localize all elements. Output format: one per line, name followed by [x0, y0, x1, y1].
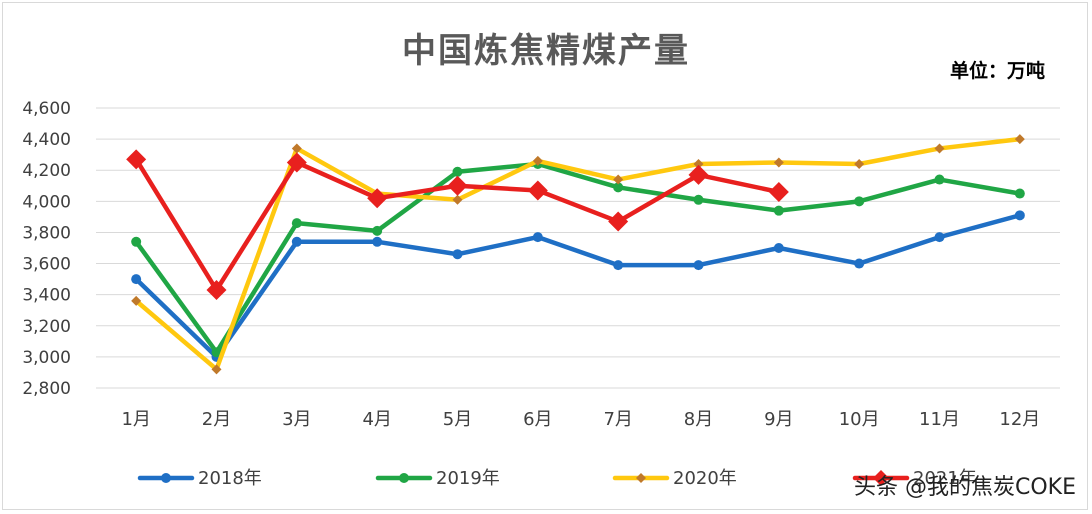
series-group: [126, 134, 1025, 375]
y-tick-label: 3,400: [22, 286, 71, 306]
legend-marker: [399, 473, 409, 483]
x-tick-label: 1月: [121, 409, 150, 430]
legend: 2018年 2019年 2020年 2021年: [137, 468, 977, 489]
x-axis-ticks: 1月 2月 3月 4月 5月 6月 7月 8月 9月 10月 11月 12月: [121, 409, 1040, 430]
x-tick-label: 10月: [839, 409, 880, 430]
legend-item: 2021年: [852, 468, 977, 489]
y-tick-label: 3,200: [22, 317, 71, 337]
gridlines: [96, 107, 1060, 389]
y-axis-ticks: 2,800 3,000 3,200 3,400 3,600 3,800 4,000 4,200…: [22, 99, 71, 399]
data-point: [934, 174, 945, 185]
data-point: [211, 347, 222, 358]
x-tick-label: 6月: [523, 409, 552, 430]
data-point: [372, 236, 383, 247]
y-tick-label: 3,000: [22, 348, 71, 368]
data-point: [608, 211, 629, 232]
data-point: [532, 155, 543, 166]
legend-label: 2019年: [436, 468, 500, 489]
legend-item: 2019年: [375, 468, 500, 489]
data-point: [452, 166, 463, 177]
series-line: [133, 213, 1023, 360]
x-tick-label: 4月: [362, 409, 391, 430]
data-point: [613, 182, 624, 193]
data-point: [126, 149, 147, 170]
y-tick-label: 4,600: [22, 99, 71, 119]
data-point: [211, 364, 222, 375]
series-4: [126, 149, 789, 300]
data-point: [693, 159, 704, 169]
unit-label: 单位：万吨: [950, 59, 1045, 82]
legend-marker: [636, 473, 646, 483]
data-point: [854, 196, 865, 207]
data-point: [613, 174, 624, 185]
x-tick-label: 5月: [443, 409, 472, 430]
data-point: [291, 236, 302, 247]
y-tick-label: 3,800: [22, 223, 71, 243]
data-point: [452, 249, 463, 260]
y-tick-label: 4,000: [22, 192, 71, 212]
data-point: [773, 243, 784, 253]
legend-marker: [873, 470, 889, 486]
data-point: [532, 232, 543, 243]
chart-title: 中国炼焦精煤产量: [402, 31, 690, 71]
data-point: [688, 164, 709, 185]
data-point: [131, 236, 142, 247]
legend-label: 2021年: [913, 468, 977, 489]
y-tick-label: 4,400: [22, 130, 71, 150]
data-point: [773, 205, 784, 216]
data-point: [527, 180, 548, 201]
data-point: [372, 225, 383, 236]
data-point: [291, 143, 302, 154]
data-point: [934, 232, 945, 243]
data-point: [934, 143, 945, 154]
data-point: [854, 159, 865, 169]
data-point: [854, 258, 865, 269]
data-point: [693, 260, 704, 271]
legend-label: 2020年: [673, 468, 737, 489]
data-point: [1014, 134, 1025, 145]
data-point: [131, 295, 142, 306]
data-point: [1014, 210, 1025, 221]
x-tick-label: 11月: [919, 409, 960, 430]
legend-item: 2020年: [612, 468, 737, 489]
legend-label: 2018年: [198, 468, 262, 489]
x-tick-label: 3月: [282, 409, 311, 430]
x-tick-label: 8月: [684, 409, 713, 430]
y-tick-label: 2,800: [22, 379, 71, 399]
legend-item: 2018年: [137, 468, 262, 489]
series-line: [133, 161, 1023, 355]
x-tick-label: 7月: [603, 409, 632, 430]
data-point: [131, 274, 142, 285]
data-point: [452, 194, 463, 205]
watermark-text: 头条 @我的焦炭COKE: [854, 475, 1076, 500]
data-point: [613, 260, 624, 271]
data-point: [693, 194, 704, 205]
x-tick-label: 9月: [764, 409, 793, 430]
legend-marker: [161, 473, 171, 483]
y-tick-label: 3,600: [22, 255, 71, 275]
data-point: [1014, 188, 1025, 199]
data-point: [291, 218, 302, 229]
data-point: [367, 188, 388, 209]
y-tick-label: 4,200: [22, 161, 71, 181]
data-point: [447, 175, 468, 196]
data-point: [286, 152, 307, 173]
data-point: [768, 182, 789, 202]
series-2: [131, 159, 1025, 358]
x-tick-label: 12月: [999, 409, 1040, 430]
data-point: [773, 157, 784, 168]
x-tick-label: 2月: [202, 409, 231, 430]
data-point: [206, 280, 227, 300]
